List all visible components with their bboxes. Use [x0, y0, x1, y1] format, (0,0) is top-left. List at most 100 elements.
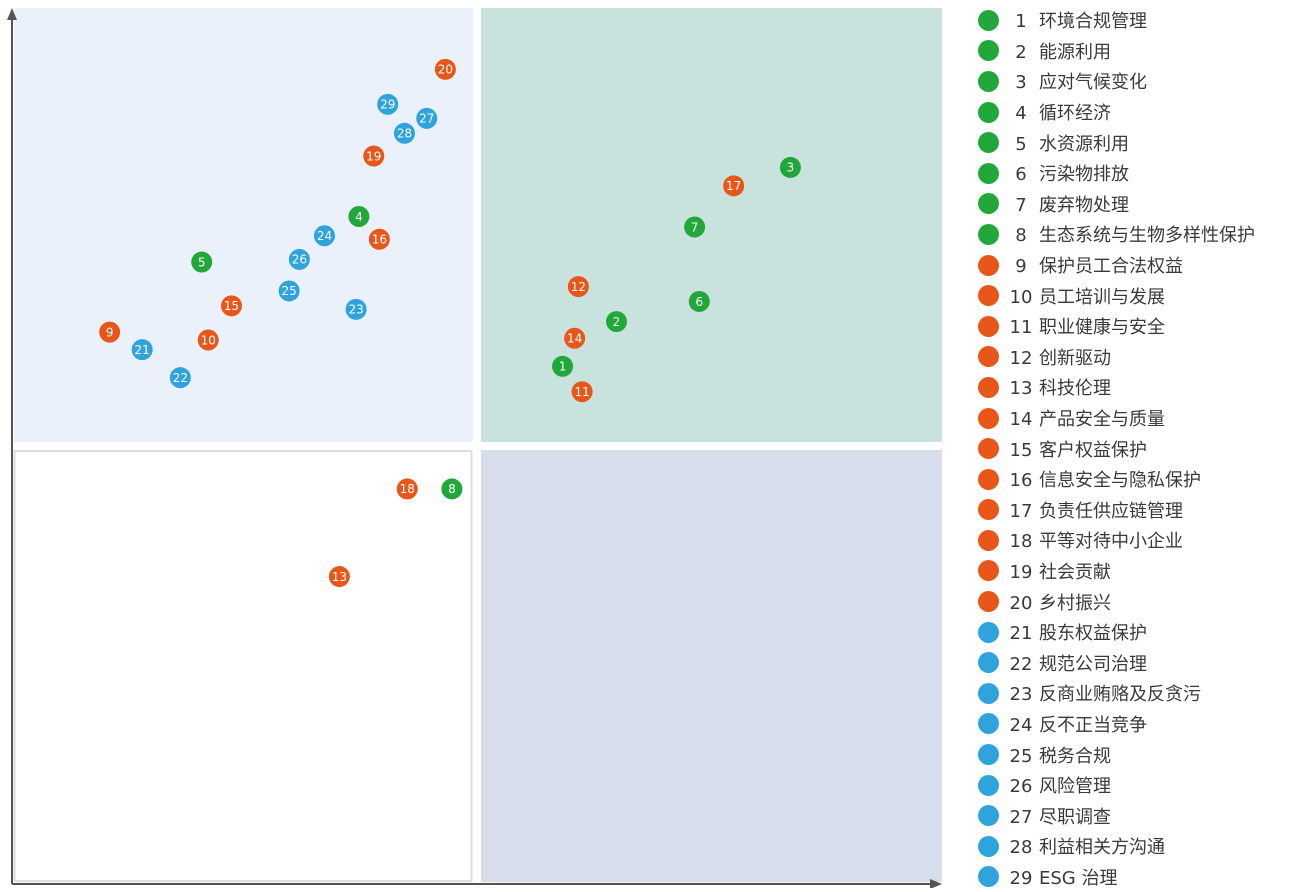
legend-label: 职业健康与安全 — [1039, 317, 1165, 339]
point-marker-11 — [571, 381, 593, 403]
legend-number: 29 — [1009, 867, 1033, 889]
point-label-29: 29 — [380, 98, 395, 112]
data-point-22: 22 — [169, 367, 191, 389]
point-marker-17 — [723, 175, 745, 197]
legend-item-14: 14 产品安全与质量 — [978, 403, 1302, 434]
legend-dot — [978, 591, 999, 613]
legend-item-27: 27 尽职调查 — [978, 800, 1302, 831]
point-label-6: 6 — [695, 295, 703, 309]
point-label-12: 12 — [571, 280, 586, 294]
legend-number: 21 — [1009, 623, 1033, 645]
legend-dot — [978, 805, 999, 827]
legend-number: 11 — [1009, 317, 1033, 339]
legend-number: 17 — [1009, 500, 1033, 522]
legend-label: 尽职调查 — [1039, 806, 1111, 828]
point-marker-3 — [779, 156, 801, 178]
legend-label: 废弃物处理 — [1039, 194, 1129, 216]
data-point-19: 19 — [363, 145, 385, 167]
point-marker-5 — [191, 251, 213, 273]
legend-label: 循环经济 — [1039, 103, 1111, 125]
legend-dot — [978, 254, 999, 276]
legend-number: 27 — [1009, 806, 1033, 828]
legend-label: 负责任供应链管理 — [1039, 500, 1183, 522]
legend-dot — [978, 9, 999, 31]
data-point-13: 13 — [328, 566, 350, 588]
point-label-22: 22 — [173, 371, 188, 385]
legend-number: 13 — [1009, 378, 1033, 400]
legend-dot — [978, 438, 999, 460]
legend-number: 24 — [1009, 714, 1033, 736]
point-label-17: 17 — [726, 179, 741, 193]
legend-number: 18 — [1009, 531, 1033, 553]
legend-dot — [978, 468, 999, 490]
point-label-5: 5 — [198, 255, 206, 269]
legend-item-29: 29 ESG 治理 — [978, 862, 1302, 892]
legend-dot — [978, 866, 999, 888]
point-label-9: 9 — [106, 325, 114, 339]
point-label-23: 23 — [348, 303, 363, 317]
legend-number: 5 — [1015, 133, 1027, 155]
legend-item-23: 23 反商业贿赂及反贪污 — [978, 678, 1302, 709]
legend-label: 客户权益保护 — [1039, 439, 1147, 461]
legend-text: 5 水资源利用 — [1009, 130, 1129, 156]
data-point-11: 11 — [571, 381, 593, 403]
legend-label: 科技伦理 — [1039, 378, 1111, 400]
legend-label: 反商业贿赂及反贪污 — [1039, 684, 1201, 706]
legend-number: 7 — [1015, 194, 1027, 216]
data-point-18: 18 — [396, 478, 418, 500]
data-point-28: 28 — [393, 122, 415, 144]
legend-number: 14 — [1009, 409, 1033, 431]
legend-label: ESG 治理 — [1039, 867, 1118, 889]
data-point-2: 2 — [606, 311, 627, 333]
legend-label: 股东权益保护 — [1039, 623, 1147, 645]
legend-label: 产品安全与质量 — [1039, 409, 1165, 431]
point-marker-19 — [363, 145, 385, 167]
legend-item-11: 11 职业健康与安全 — [978, 311, 1302, 342]
legend-label: 乡村振兴 — [1039, 592, 1111, 614]
data-point-10: 10 — [197, 329, 219, 351]
legend-item-26: 26 风险管理 — [978, 770, 1302, 801]
legend-item-20: 20 乡村振兴 — [978, 586, 1302, 617]
legend-number: 20 — [1009, 592, 1033, 614]
legend-number: 23 — [1009, 684, 1033, 706]
legend-number: 26 — [1009, 776, 1033, 798]
legend-text: 29 ESG 治理 — [1009, 864, 1118, 890]
point-marker-25 — [278, 280, 300, 302]
legend: 1 环境合规管理 2 能源利用 3 应对气候变化 4 循环经济 5 水资源利用 6 污染物排放 7 废弃物… — [978, 5, 1302, 892]
quadrant-backgrounds — [13, 8, 942, 882]
data-point-24: 24 — [313, 225, 335, 247]
legend-text: 19 社会贡献 — [1009, 558, 1111, 584]
point-label-16: 16 — [372, 233, 387, 247]
data-point-9: 9 — [99, 321, 121, 343]
legend-text: 21 股东权益保护 — [1009, 619, 1147, 645]
data-point-21: 21 — [131, 339, 153, 361]
legend-item-24: 24 反不正当竞争 — [978, 709, 1302, 740]
data-point-4: 4 — [348, 205, 370, 227]
legend-item-21: 21 股东权益保护 — [978, 617, 1302, 648]
legend-dot — [978, 162, 999, 184]
data-point-29: 29 — [377, 93, 399, 115]
legend-label: 员工培训与发展 — [1039, 286, 1165, 308]
legend-item-22: 22 规范公司治理 — [978, 647, 1302, 678]
legend-dot — [978, 713, 999, 735]
legend-label: 信息安全与隐私保护 — [1039, 470, 1201, 492]
legend-item-8: 8 生态系统与生物多样性保护 — [978, 219, 1302, 250]
legend-item-13: 13 科技伦理 — [978, 372, 1302, 403]
legend-item-2: 2 能源利用 — [978, 36, 1302, 67]
legend-label: 环境合规管理 — [1039, 11, 1147, 33]
point-marker-12 — [567, 276, 589, 298]
legend-text: 28 利益相关方沟通 — [1009, 833, 1165, 859]
legend-item-19: 19 社会贡献 — [978, 556, 1302, 587]
point-marker-15 — [220, 295, 242, 317]
point-marker-20 — [434, 58, 456, 80]
legend-dot — [978, 132, 999, 154]
legend-number: 6 — [1015, 164, 1027, 186]
point-label-25: 25 — [281, 284, 296, 298]
legend-number: 28 — [1009, 837, 1033, 859]
chart-axes — [7, 8, 942, 888]
data-point-12: 12 — [567, 276, 589, 298]
point-label-26: 26 — [292, 253, 307, 267]
legend-item-15: 15 客户权益保护 — [978, 433, 1302, 464]
legend-text: 4 循环经济 — [1009, 99, 1111, 125]
legend-number: 2 — [1015, 41, 1027, 63]
